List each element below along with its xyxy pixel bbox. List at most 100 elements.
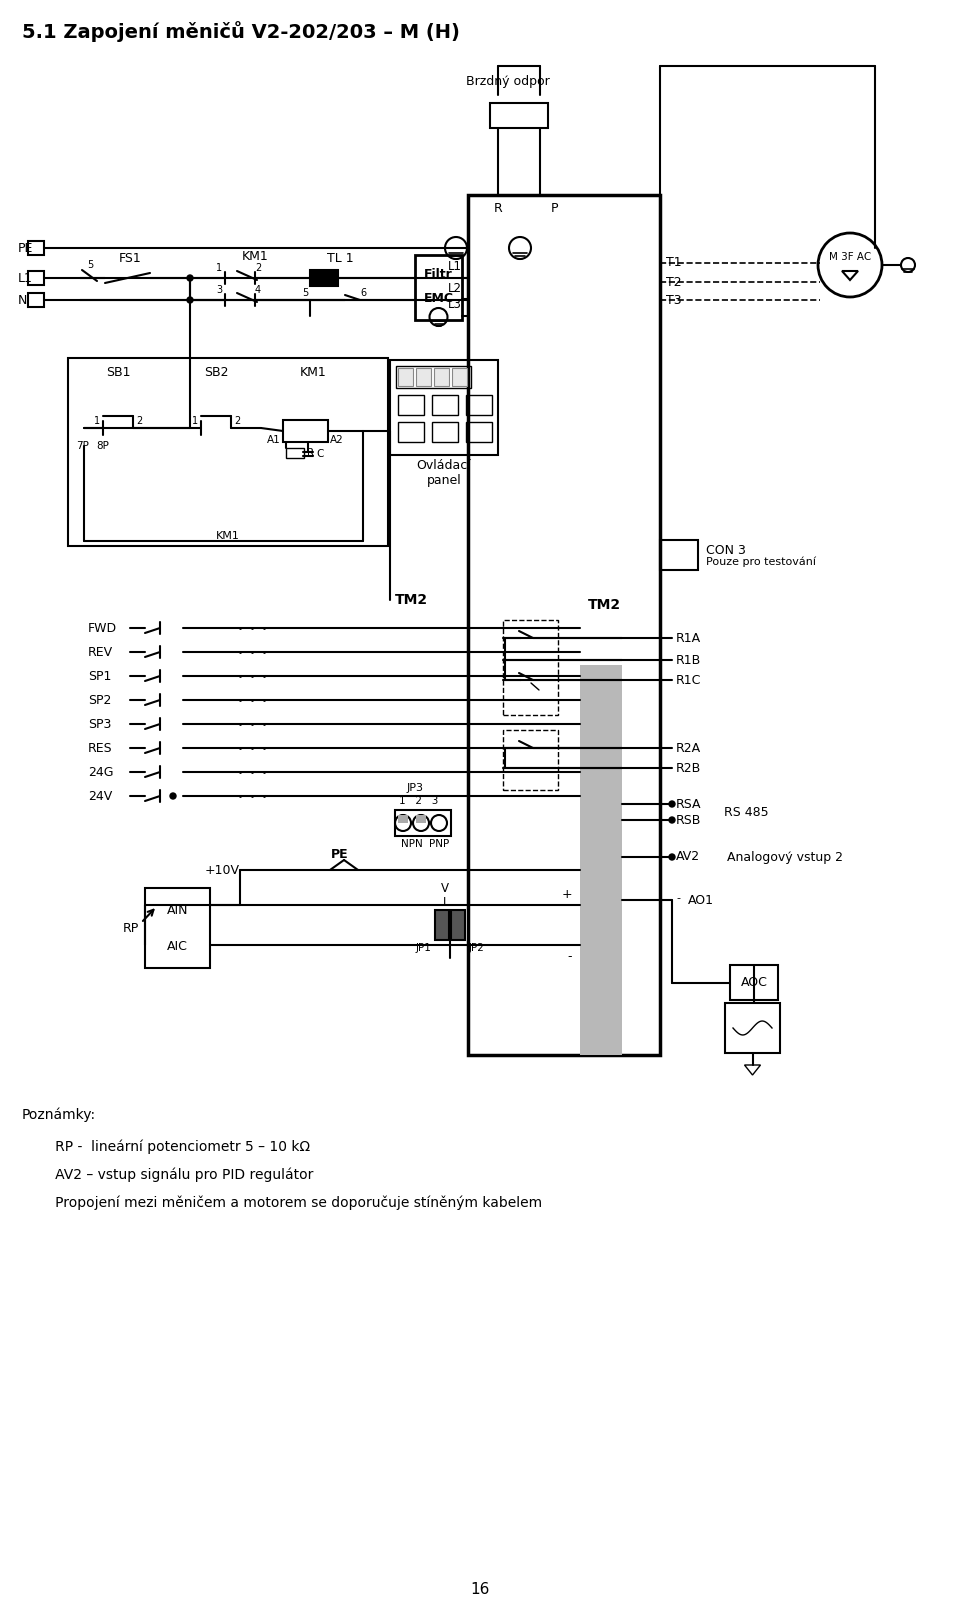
Text: AIC: AIC: [167, 939, 188, 952]
Circle shape: [187, 297, 193, 304]
Text: REV: REV: [88, 645, 113, 658]
Text: AIN: AIN: [167, 905, 188, 918]
Text: FS1: FS1: [119, 252, 141, 265]
Bar: [283, 420, 328, 443]
Text: SB2: SB2: [204, 365, 228, 378]
Text: 1: 1: [192, 415, 198, 427]
Text: AV2 – vstup signálu pro PID regulátor: AV2 – vstup signálu pro PID regulátor: [42, 1168, 313, 1183]
Text: JP2: JP2: [469, 944, 485, 953]
Text: R2B: R2B: [676, 761, 701, 774]
Text: TM2: TM2: [395, 593, 428, 608]
Text: RP -  lineární potenciometr 5 – 10 kΩ: RP - lineární potenciometr 5 – 10 kΩ: [42, 1139, 310, 1154]
Text: M 3F AC: M 3F AC: [828, 252, 871, 262]
Text: 5: 5: [86, 260, 93, 270]
Text: TM2: TM2: [588, 598, 621, 612]
Text: N: N: [18, 294, 28, 307]
Bar: [398, 814, 408, 823]
Bar: [286, 448, 304, 457]
Text: 2: 2: [136, 415, 142, 427]
Text: -: -: [676, 894, 680, 903]
Bar: [396, 365, 471, 388]
Text: 1: 1: [94, 415, 100, 427]
Text: L3: L3: [448, 299, 462, 312]
Text: Analogový vstup 2: Analogový vstup 2: [727, 850, 843, 863]
Bar: [451, 910, 465, 941]
Bar: [415, 255, 462, 320]
Text: Brzdný odpor: Brzdný odpor: [467, 76, 550, 89]
Text: 24V: 24V: [88, 790, 112, 803]
Bar: [432, 394, 458, 415]
Text: KM1: KM1: [242, 249, 269, 262]
Bar: [660, 540, 698, 570]
Bar: [398, 368, 413, 386]
Bar: [432, 422, 458, 443]
Text: TL 1: TL 1: [326, 252, 353, 265]
Bar: [503, 730, 558, 790]
Text: JP1: JP1: [415, 944, 431, 953]
Bar: [416, 368, 431, 386]
Bar: [68, 359, 388, 546]
Bar: [466, 394, 492, 415]
Text: 3: 3: [216, 284, 222, 296]
Text: Ovládací
panel: Ovládací panel: [417, 459, 471, 486]
Text: PE: PE: [18, 241, 34, 254]
Bar: [503, 621, 558, 714]
Text: +10V: +10V: [205, 863, 240, 876]
Text: PNP: PNP: [429, 839, 449, 848]
Bar: [145, 889, 210, 968]
Text: Filtr: Filtr: [424, 268, 453, 281]
Circle shape: [669, 818, 675, 823]
Text: SP2: SP2: [88, 693, 111, 706]
Text: 8P: 8P: [96, 441, 108, 451]
Text: RES: RES: [88, 742, 112, 755]
Text: P: P: [551, 202, 559, 215]
Text: SP3: SP3: [88, 718, 111, 730]
Text: R: R: [493, 202, 502, 215]
Text: C: C: [316, 449, 324, 459]
Text: V: V: [441, 881, 449, 895]
Bar: [434, 368, 449, 386]
Text: FWD: FWD: [88, 622, 117, 635]
Text: 2: 2: [234, 415, 240, 427]
Bar: [580, 666, 622, 1055]
Text: T2: T2: [666, 275, 682, 289]
Text: RS 485: RS 485: [724, 805, 769, 818]
Text: AV2: AV2: [676, 850, 700, 863]
Text: KM1: KM1: [300, 365, 326, 378]
Text: 5: 5: [301, 288, 308, 297]
Text: EMC: EMC: [423, 291, 453, 304]
Text: L2: L2: [448, 281, 462, 294]
Text: Propojení mezi měničem a motorem se doporučuje stíněným kabelem: Propojení mezi měničem a motorem se dopo…: [42, 1196, 542, 1210]
Text: RP: RP: [123, 921, 139, 934]
Text: 5.1 Zapojení měničů V2-202/203 – M (H): 5.1 Zapojení měničů V2-202/203 – M (H): [22, 21, 460, 42]
Text: AO1: AO1: [688, 894, 714, 907]
Bar: [28, 241, 44, 255]
Text: Pouze pro testování: Pouze pro testování: [706, 558, 816, 567]
Text: RSB: RSB: [676, 813, 702, 826]
Text: A1: A1: [267, 435, 281, 444]
Text: CON 3: CON 3: [706, 543, 746, 556]
Bar: [398, 422, 424, 443]
Text: I: I: [444, 895, 446, 908]
Text: -: -: [567, 950, 572, 963]
Bar: [730, 965, 778, 1000]
Text: R1B: R1B: [676, 653, 701, 666]
Bar: [416, 814, 426, 823]
Text: RSA: RSA: [676, 798, 702, 811]
Bar: [490, 103, 548, 128]
Text: SP1: SP1: [88, 669, 111, 682]
Text: R2A: R2A: [676, 742, 701, 755]
Circle shape: [669, 802, 675, 806]
Bar: [435, 910, 449, 941]
Text: 2: 2: [254, 263, 261, 273]
Text: +: +: [562, 889, 572, 902]
Text: SB1: SB1: [106, 365, 131, 378]
Text: NPN: NPN: [401, 839, 422, 848]
Bar: [390, 360, 498, 456]
Bar: [310, 270, 338, 286]
Text: JP3: JP3: [406, 784, 423, 793]
Text: Poznámky:: Poznámky:: [22, 1109, 96, 1123]
Text: KM1: KM1: [216, 532, 240, 541]
Text: A2: A2: [330, 435, 344, 444]
Text: 1: 1: [216, 263, 222, 273]
